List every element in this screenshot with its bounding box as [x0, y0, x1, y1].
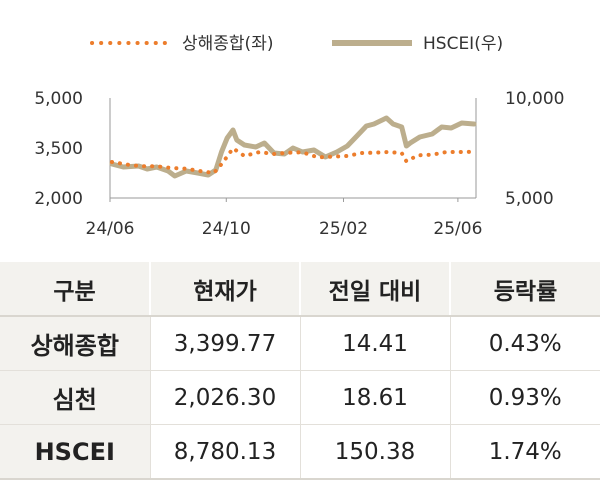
change-rate-cell: 1.74% — [449, 424, 600, 480]
x-tick-label: 24/10 — [202, 219, 251, 239]
header-category: 구분 — [0, 262, 150, 317]
header-change-rate: 등락률 — [449, 262, 600, 317]
row-label: 상해종합 — [0, 316, 150, 371]
index-chart: 상해종합(좌) HSCEI(우) 5,000 3,500 2,000 10,000 5,00… — [34, 34, 564, 239]
current-price-cell: 2,026.30 — [149, 370, 300, 425]
row-label: 심천 — [0, 370, 150, 425]
x-tick-label: 25/06 — [433, 219, 482, 239]
change-rate-cell: 0.43% — [449, 316, 600, 371]
header-change: 전일 대비 — [299, 262, 450, 317]
y-right-tick-label: 5,000 — [505, 189, 554, 209]
table-row: 심천 2,026.30 18.61 0.93% — [0, 370, 600, 425]
y-left-tick-label: 5,000 — [34, 89, 83, 109]
change-cell: 18.61 — [299, 370, 450, 425]
table-header-row: 구분 현재가 전일 대비 등락률 — [0, 262, 600, 317]
change-cell: 150.38 — [299, 424, 450, 480]
header-current-price: 현재가 — [149, 262, 300, 317]
y-left-tick-label: 2,000 — [34, 189, 83, 209]
series-line-hscei — [109, 115, 477, 179]
chart-svg: 상해종합(좌) HSCEI(우) 5,000 3,500 2,000 10,000 5,00… — [34, 34, 564, 239]
x-tick-label: 25/02 — [319, 219, 368, 239]
table-row: HSCEI 8,780.13 150.38 1.74% — [0, 424, 600, 480]
current-price-cell: 8,780.13 — [149, 424, 300, 480]
y-left-tick-label: 3,500 — [34, 139, 83, 159]
series-line-shanghai — [109, 146, 477, 175]
change-rate-cell: 0.93% — [449, 370, 600, 425]
legend-label-shanghai: 상해종합(좌) — [182, 34, 273, 54]
current-price-cell: 3,399.77 — [149, 316, 300, 371]
row-label: HSCEI — [0, 424, 150, 480]
y-right-tick-label: 10,000 — [505, 89, 564, 109]
legend-label-hscei: HSCEI(우) — [423, 34, 503, 54]
x-tick-label: 24/06 — [86, 219, 135, 239]
index-table: 구분 현재가 전일 대비 등락률 상해종합 3,399.77 14.41 0.4… — [0, 262, 600, 480]
table-row: 상해종합 3,399.77 14.41 0.43% — [0, 316, 600, 371]
change-cell: 14.41 — [299, 316, 450, 371]
